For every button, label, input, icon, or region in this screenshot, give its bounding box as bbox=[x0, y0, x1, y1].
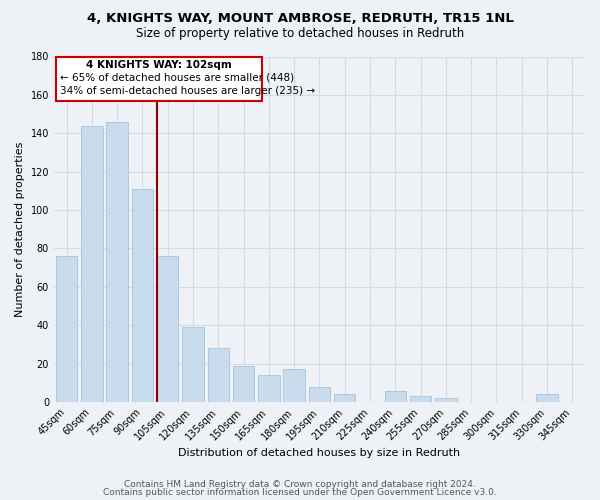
Text: ← 65% of detached houses are smaller (448): ← 65% of detached houses are smaller (44… bbox=[59, 72, 294, 83]
Text: 4, KNIGHTS WAY, MOUNT AMBROSE, REDRUTH, TR15 1NL: 4, KNIGHTS WAY, MOUNT AMBROSE, REDRUTH, … bbox=[86, 12, 514, 26]
Bar bbox=[106, 122, 128, 402]
Bar bbox=[283, 370, 305, 402]
Bar bbox=[182, 327, 204, 402]
Bar bbox=[410, 396, 431, 402]
X-axis label: Distribution of detached houses by size in Redruth: Distribution of detached houses by size … bbox=[178, 448, 461, 458]
Bar bbox=[81, 126, 103, 402]
Bar bbox=[258, 375, 280, 402]
FancyBboxPatch shape bbox=[56, 56, 262, 100]
Text: Contains HM Land Registry data © Crown copyright and database right 2024.: Contains HM Land Registry data © Crown c… bbox=[124, 480, 476, 489]
Y-axis label: Number of detached properties: Number of detached properties bbox=[15, 142, 25, 317]
Text: Size of property relative to detached houses in Redruth: Size of property relative to detached ho… bbox=[136, 28, 464, 40]
Bar bbox=[309, 386, 330, 402]
Text: 34% of semi-detached houses are larger (235) →: 34% of semi-detached houses are larger (… bbox=[59, 86, 315, 96]
Bar bbox=[56, 256, 77, 402]
Bar bbox=[131, 189, 153, 402]
Bar bbox=[233, 366, 254, 402]
Bar bbox=[385, 390, 406, 402]
Text: 4 KNIGHTS WAY: 102sqm: 4 KNIGHTS WAY: 102sqm bbox=[86, 60, 232, 70]
Bar bbox=[208, 348, 229, 402]
Bar bbox=[435, 398, 457, 402]
Bar bbox=[536, 394, 558, 402]
Bar bbox=[334, 394, 355, 402]
Bar bbox=[157, 256, 178, 402]
Text: Contains public sector information licensed under the Open Government Licence v3: Contains public sector information licen… bbox=[103, 488, 497, 497]
